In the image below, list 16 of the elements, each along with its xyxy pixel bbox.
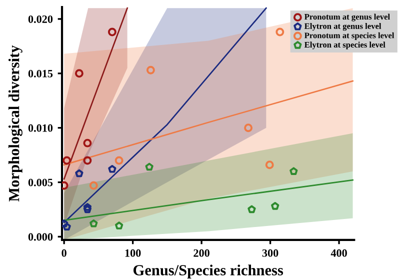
y-tick-label: 0.000 <box>28 233 53 241</box>
y-tick-label: 0.005 <box>28 178 53 186</box>
y-tick-label: 0.015 <box>28 70 53 78</box>
legend-label: Pronotum at species level <box>304 32 394 40</box>
legend-label: Elytron at genus level <box>304 23 382 31</box>
y-tick-label: 0.020 <box>28 15 53 23</box>
x-tick-label: 200 <box>194 249 210 257</box>
x-tick-label: 400 <box>330 249 347 257</box>
x-axis-title: Genus/Species richness <box>133 264 284 278</box>
x-tick-label: 0 <box>62 249 66 257</box>
x-tick-label: 100 <box>125 249 141 257</box>
x-tick-label: 300 <box>262 249 278 257</box>
legend-label: Elytron at species level <box>304 42 386 50</box>
y-axis-title: Morphological diversity <box>8 45 22 202</box>
y-tick-label: 0.010 <box>28 124 53 132</box>
legend-label: Pronotum at genus level <box>304 14 390 22</box>
